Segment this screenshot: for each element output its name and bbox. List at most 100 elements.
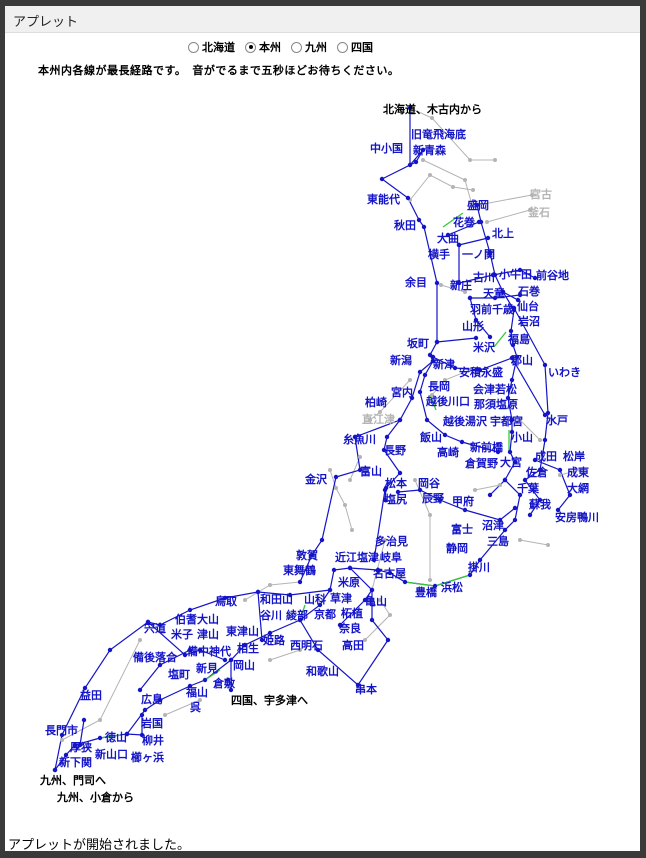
station-dot [145,619,151,625]
station-label: 宮内 [391,385,413,399]
station-label: 富山 [360,464,382,478]
inactive-station-dot [578,468,582,472]
radio-honshu[interactable]: 本州 [245,39,281,55]
inactive-track [477,194,533,206]
station-label: 花巻 [453,215,476,229]
inactive-station-dot [558,473,562,477]
station-dot [369,587,375,593]
station-label: 会津若松 [473,382,517,396]
station-label: 多治見 [375,534,408,548]
route-track [54,461,521,771]
station-label: 北上 [492,226,514,240]
station-label: 金沢 [304,472,328,486]
station-dot [255,589,261,595]
inactive-station-dot [485,220,489,224]
station-dot [462,507,468,513]
station-label: いわき [548,366,581,379]
station-dot [222,595,228,601]
radio-indicator[interactable] [337,41,348,53]
station-label: 呉 [190,701,201,714]
station-label: 小牛田 [498,267,532,281]
route-track [373,489,386,561]
station-dot [512,505,518,511]
station-dot [515,297,521,303]
station-label: 塩尻 [385,492,407,506]
station-dot [490,272,496,278]
station-dot [487,492,493,498]
radio-hokkaido[interactable]: 北海道 [188,39,235,55]
station-dot [59,732,65,738]
station-dot [487,250,493,256]
station-dot [97,735,103,741]
station-dot [430,358,436,364]
radio-indicator[interactable] [291,41,302,53]
station-label: 山科 [304,592,326,606]
inactive-station-dot [468,368,472,372]
route-track [79,719,85,746]
station-dot [228,687,234,693]
station-dot [139,732,145,738]
station-dot [81,717,87,723]
station-label: 谷川 [260,608,282,622]
radio-shikoku[interactable]: 四国 [337,39,373,55]
station-dot [82,685,88,691]
station-label: 柏崎 [365,395,387,409]
station-dot [397,417,403,423]
inactive-station-dot [463,178,467,182]
station-label: 新山口 [95,747,128,761]
station-label: 京都 [314,607,336,621]
inactive-station-dot [348,478,352,482]
inactive-station-dot [368,418,372,422]
inactive-station-dot [60,738,64,742]
station-label: 郡山 [510,353,533,367]
station-dot [202,677,208,683]
station-dot [514,354,520,360]
radio-label: 北海道 [202,41,235,54]
station-label: 天童 [483,286,505,300]
route-track [339,567,373,626]
station-label: 大曲 [437,231,459,245]
inactive-station-dot [378,598,382,602]
inactive-station-dot [518,418,522,422]
station-dot [532,457,538,463]
station-label: 沼津 [482,518,504,532]
inactive-station-dot [528,208,532,212]
station-dot [416,217,422,223]
station-label: 鳥取 [215,594,237,608]
station-label: 益田 [80,688,102,702]
station-dot [395,489,401,495]
inactive-station-dot [298,648,302,652]
station-dot [187,683,193,689]
station-label: 米子 [170,627,193,641]
radio-indicator[interactable] [188,41,199,53]
radio-kyushu[interactable]: 九州 [291,39,327,55]
radio-indicator[interactable] [245,41,256,53]
station-dot [476,219,482,225]
station-label: 蘇我 [528,497,551,511]
station-dot [375,567,381,573]
station-dot [327,587,333,593]
station-dot [473,317,479,323]
route-track [447,221,480,236]
inactive-track [269,649,301,661]
inactive-station-dot [518,538,522,542]
station-label: 徳山 [104,730,127,744]
station-label: 山形 [462,319,484,333]
station-label: 安房鴨川 [555,510,599,524]
station-label: 松岸 [563,449,585,463]
inactive-station-dot [463,290,467,294]
inactive-station-dot [328,468,332,472]
station-label: 厚狭 [70,740,93,754]
station-label: 石巻 [517,284,541,298]
station-dot [456,280,462,286]
station-dot [379,176,385,182]
station-label: 櫛ヶ浜 [130,750,164,764]
inactive-station-label: 釜石 [527,205,550,219]
inactive-station-dot [430,116,434,120]
inactive-track [474,484,501,491]
inactive-station-dot [408,378,412,382]
station-label: 秋田 [394,218,416,232]
highlight-track [204,669,221,681]
station-label: 糸魚川 [343,432,376,446]
